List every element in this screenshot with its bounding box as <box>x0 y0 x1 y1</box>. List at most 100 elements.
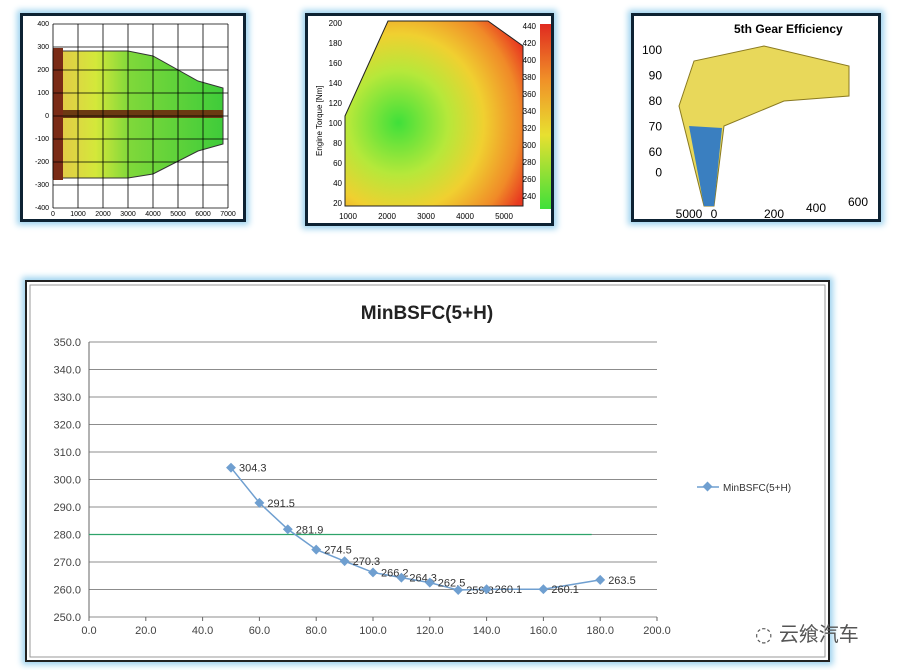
effmap-x-tick: 2000 <box>95 211 111 218</box>
effmap-x-tick: 7000 <box>220 211 236 218</box>
effmap-y-tick: 0 <box>45 113 49 120</box>
gear-z-tick: 60 <box>649 145 663 159</box>
y-tick-label: 330.0 <box>53 392 81 404</box>
x-tick-label: 80.0 <box>305 625 326 637</box>
y-tick-label: 340.0 <box>53 365 81 377</box>
gear-efficiency-3d: 5th Gear Efficiency 100 90 80 70 600 5000 0 200… <box>642 22 868 221</box>
gear-x-tick: 5000 <box>676 207 703 219</box>
x-tick-label: 160.0 <box>530 625 558 637</box>
bsfc-y-tick: 80 <box>333 139 342 148</box>
x-tick-label: 20.0 <box>135 625 156 637</box>
bsfc-y-tick: 60 <box>333 159 342 168</box>
effmap-x-tick: 0 <box>51 211 55 218</box>
data-point <box>339 556 350 567</box>
watermark: ◌ 云飨汽车 <box>755 618 859 647</box>
x-tick-label: 140.0 <box>473 625 501 637</box>
data-label: 263.5 <box>608 575 636 587</box>
effmap-y-tick: -300 <box>35 182 49 189</box>
data-point <box>424 577 435 588</box>
y-tick-label: 250.0 <box>53 612 81 624</box>
legend-marker <box>702 481 713 492</box>
y-tick-label: 350.0 <box>53 337 81 349</box>
colorbar-tick: 380 <box>523 73 537 82</box>
gear-y-tick: 600 <box>848 195 868 209</box>
data-label: 260.1 <box>495 584 523 596</box>
data-point <box>368 567 378 578</box>
legend-label: MinBSFC(5+H) <box>723 483 791 494</box>
wechat-icon: ◌ <box>755 622 779 646</box>
effmap-x-tick: 4000 <box>145 211 161 218</box>
bsfc-y-tick: 20 <box>333 199 342 208</box>
effmap-y-tick: 200 <box>37 67 49 74</box>
data-label: 291.5 <box>267 498 295 510</box>
data-point <box>538 584 549 595</box>
effmap-y-tick: 400 <box>37 21 49 28</box>
bsfc-map-thumbnail: 200 180 160 140 120 100 80 60 40 20 1000 2000 3000 40… <box>305 13 554 226</box>
gear-z-tick: 0 <box>655 166 662 180</box>
legend: MinBSFC(5+H) <box>697 481 791 494</box>
x-tick-label: 200.0 <box>643 625 671 637</box>
bsfc-y-tick: 200 <box>329 19 343 28</box>
bsfc-map: 200 180 160 140 120 100 80 60 40 20 1000 2000 3000 40… <box>315 19 554 221</box>
colorbar-tick: 440 <box>523 22 537 31</box>
x-tick-label: 0.0 <box>81 625 96 637</box>
data-label: 262.5 <box>438 578 466 590</box>
colorbar-tick: 260 <box>523 175 537 184</box>
y-tick-label: 320.0 <box>53 420 81 432</box>
bsfc-x-tick: 2000 <box>378 212 396 221</box>
x-tick-label: 100.0 <box>359 625 387 637</box>
bsfc-y-tick: 180 <box>329 39 343 48</box>
gear-z-tick: 70 <box>649 120 663 134</box>
efficiency-map-thumbnail: 400 300 200 100 0 -100 -200 -300 -400 0 1000 2000 30… <box>20 13 246 222</box>
effmap-x-tick: 5000 <box>170 211 186 218</box>
minbsfc-chart: MinBSFC(5+H) 304.3 291.5 281.9 274.5 270.3 26… <box>25 280 830 662</box>
colorbar-tick: 300 <box>523 141 537 150</box>
data-label: 270.3 <box>353 556 381 568</box>
y-tick-label: 300.0 <box>53 475 81 487</box>
y-tick-label: 270.0 <box>53 557 81 569</box>
bsfc-x-tick: 1000 <box>339 212 357 221</box>
data-point <box>481 584 492 595</box>
bsfc-y-tick: 160 <box>329 59 343 68</box>
effmap-x-tick: 6000 <box>195 211 211 218</box>
colorbar-tick: 240 <box>523 192 537 201</box>
bsfc-x-tick: 4000 <box>456 212 474 221</box>
bsfc-y-tick: 100 <box>329 119 343 128</box>
y-tick-label: 310.0 <box>53 447 81 459</box>
effmap-y-tick: -400 <box>35 205 49 212</box>
data-point <box>595 574 606 585</box>
y-tick-label: 280.0 <box>53 530 81 542</box>
effmap-x-tick: 3000 <box>120 211 136 218</box>
effmap-y-tick: 100 <box>37 90 49 97</box>
y-tick-label: 260.0 <box>53 585 81 597</box>
data-point <box>311 544 322 555</box>
colorbar-tick: 280 <box>523 158 537 167</box>
colorbar-tick: 340 <box>523 107 537 116</box>
gear-efficiency-title: 5th Gear Efficiency <box>734 22 843 36</box>
effmap-y-tick: -100 <box>35 136 49 143</box>
gear-efficiency-thumbnail: 5th Gear Efficiency 100 90 80 70 60 0 5000 0 200… <box>631 13 881 222</box>
x-tick-label: 60.0 <box>249 625 270 637</box>
x-tick-label: 120.0 <box>416 625 444 637</box>
y-tick-label: 290.0 <box>53 502 81 514</box>
gear-z-tick: 80 <box>649 94 663 108</box>
gear-z-tick: 90 <box>649 69 663 83</box>
x-tick-label: 40.0 <box>192 625 213 637</box>
chart-title: MinBSFC(5+H) <box>361 303 493 324</box>
effmap-y-tick: 300 <box>37 44 49 51</box>
bsfc-x-tick: 3000 <box>417 212 435 221</box>
gear-z-tick: 100 <box>642 43 662 57</box>
colorbar-tick: 400 <box>523 56 537 65</box>
bsfc-y-tick: 40 <box>333 179 342 188</box>
gear-y-tick: 200 <box>764 207 784 219</box>
colorbar-tick: 420 <box>523 39 537 48</box>
bsfc-x-tick: 5000 <box>495 212 513 221</box>
data-point <box>453 585 464 595</box>
data-label: 260.1 <box>551 584 579 596</box>
data-label: 281.9 <box>296 524 324 536</box>
colorbar-tick: 320 <box>523 124 537 133</box>
bsfc-ylabel: Engine Torque [Nm] <box>315 85 324 156</box>
effmap-y-tick: -200 <box>35 159 49 166</box>
data-label: 274.5 <box>324 545 352 557</box>
